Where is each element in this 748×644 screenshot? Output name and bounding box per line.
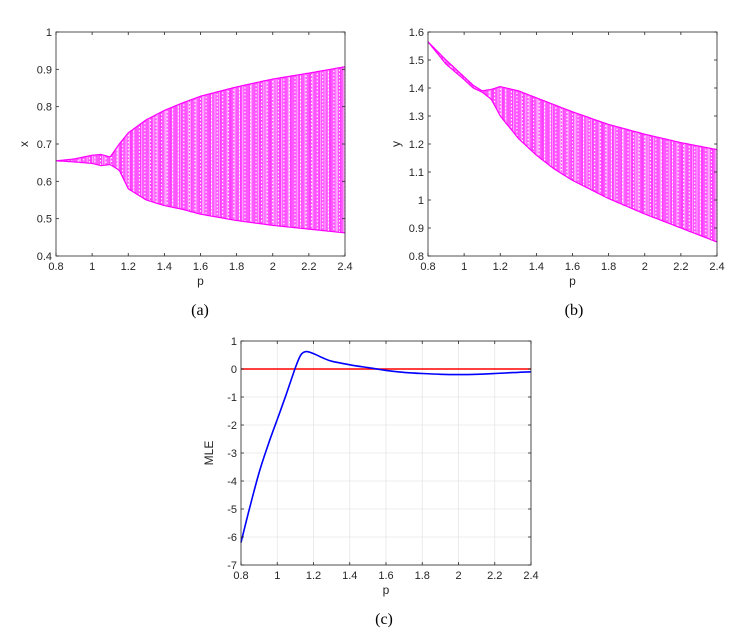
y-tick-label: 0.7 [37,139,52,151]
x-tick-label: 0.8 [48,261,63,273]
x-axis-label: p [569,274,576,288]
x-tick-label: 1 [274,570,280,582]
x-tick-label: 0.8 [420,261,435,273]
y-tick-label: -1 [227,392,237,404]
y-tick-label: 0.6 [37,176,52,188]
y-tick-label: 1 [231,336,237,348]
x-tick-label: 1.2 [306,570,321,582]
x-tick-label: 1.6 [565,261,580,273]
x-tick-label: 2.2 [673,261,688,273]
chart-a-bifurcation-x: 0.8 1 1.2 1.4 1.6 1.8 2 2.2 2.4 0.4 0.5 0.6 0.7 0.8 0.… [17,27,353,319]
y-axis-label: x [17,141,31,147]
y-tick-label: 1 [418,195,424,207]
x-tick-label: 1.4 [342,570,357,582]
y-tick-label: -5 [227,504,237,516]
x-tick-label: 2 [642,261,648,273]
bifurcation-upper-envelope [55,66,346,162]
y-tick-label: 1.4 [409,83,424,95]
y-tick-label: -2 [227,420,237,432]
x-axis-label: p [383,583,390,597]
y-tick-label: 0 [231,364,237,376]
y-tick-label: -3 [227,448,237,460]
y-axis-label: y [389,141,403,147]
y-tick-label: 0.4 [37,251,52,263]
y-axis-label: MLE [202,441,216,466]
y-tick-label: -6 [227,532,237,544]
x-tick-label: 2.2 [301,261,316,273]
y-tick-label: 0.5 [37,214,52,226]
x-tick-label: 2 [455,570,461,582]
x-tick-label: 1 [461,261,467,273]
x-tick-label: 1 [89,261,95,273]
x-tick-label: 2.4 [523,570,538,582]
chart-c-mle: 0.8 1 1.2 1.4 1.6 1.8 2 2.2 2.4 -7 -6 -5 -4 -3 -2 -1 0 1 p… [202,336,539,628]
y-tick-label: -4 [227,476,237,488]
y-tick-label: 0.8 [37,102,52,114]
x-tick-label: 1.8 [415,570,430,582]
y-tick-label: 1.5 [409,55,424,67]
subfigure-caption: (b) [565,302,584,319]
x-tick-label: 1.6 [193,261,208,273]
x-tick-label: 2.2 [487,570,502,582]
x-tick-label: 1.8 [229,261,244,273]
y-tick-label: 1.6 [409,27,424,39]
y-tick-label: 0.9 [37,64,52,76]
bifurcation-points [428,42,718,242]
bifurcation-lower-envelope [55,160,346,234]
y-tick-label: 1.3 [409,111,424,123]
bifurcation-upper-envelope [427,41,718,151]
x-tick-label: 2.4 [709,261,724,273]
mle-series-line [240,350,532,543]
x-tick-label: 1.6 [378,570,393,582]
x-tick-label: 0.8 [233,570,248,582]
y-tick-label: 1.1 [409,167,424,179]
x-tick-label: 1.4 [157,261,172,273]
bifurcation-lower-envelope [427,41,718,243]
x-tick-label: 2.4 [337,261,352,273]
subfigure-caption: (c) [375,611,393,628]
x-axis-label: p [197,274,204,288]
y-tick-label: 0.8 [409,251,424,263]
x-tick-label: 1.2 [493,261,508,273]
x-tick-label: 1.4 [529,261,544,273]
y-tick-label: 1 [46,27,52,39]
x-tick-label: 1.2 [121,261,136,273]
x-tick-label: 1.8 [601,261,616,273]
y-tick-label: 1.2 [409,139,424,151]
bifurcation-points [56,66,346,233]
y-tick-label: 0.9 [409,223,424,235]
y-tick-label: -7 [227,560,237,572]
x-tick-label: 2 [270,261,276,273]
chart-b-bifurcation-y: 0.8 1 1.2 1.4 1.6 1.8 2 2.2 2.4 0.8 0.9 1 1.1 1.2 1.3 1… [389,27,725,319]
subfigure-caption: (a) [191,302,209,319]
